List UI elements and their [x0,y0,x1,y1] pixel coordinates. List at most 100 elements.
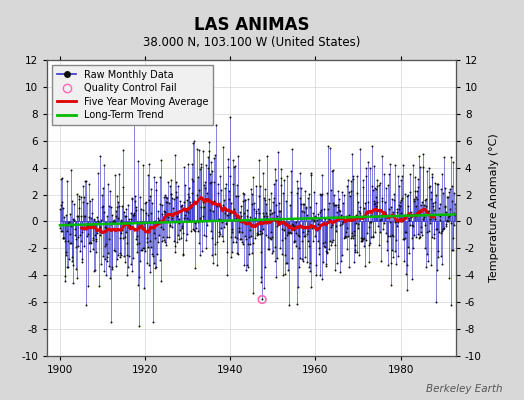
Point [315,250,323,257]
Point [274,218,282,225]
Point [230,164,238,170]
Point [257,274,266,281]
Point [249,290,257,296]
Point [442,218,451,224]
Point [447,220,455,226]
Point [433,226,442,232]
Point [209,208,217,214]
Point [281,271,289,277]
Point [179,252,187,258]
Point [288,255,296,261]
Point [293,185,302,192]
Point [224,212,233,218]
Point [124,221,132,227]
Point [140,200,149,206]
Point [100,161,108,168]
Point [327,187,335,193]
Point [340,192,348,198]
Point [320,216,329,222]
Point [146,269,154,275]
Point [168,214,176,221]
Point [239,210,248,216]
Point [283,230,292,236]
Point [346,193,354,200]
Point [176,198,184,205]
Point [416,163,424,170]
Point [316,191,324,197]
Point [352,220,360,226]
Point [357,234,365,241]
Point [282,220,290,226]
Point [301,188,309,194]
Point [194,218,202,225]
Point [142,199,150,205]
Point [180,164,189,170]
Point [198,248,206,254]
Point [182,215,191,222]
Point [417,229,425,236]
Point [170,152,179,158]
Point [255,157,263,163]
Point [269,198,277,205]
Point [372,186,380,192]
Point [129,212,137,218]
Point [161,192,169,198]
Point [217,205,226,212]
Point [149,253,157,260]
Point [330,202,338,208]
Point [287,189,295,195]
Point [283,172,291,179]
Point [439,226,447,232]
Point [110,247,118,254]
Point [303,194,312,201]
Point [251,214,259,221]
Point [57,176,65,182]
Point [424,184,433,190]
Point [395,202,403,209]
Point [239,241,247,248]
Point [162,199,170,206]
Point [84,283,92,289]
Point [345,264,353,270]
Point [57,228,66,234]
Point [305,243,313,249]
Point [247,233,255,239]
Point [174,216,183,222]
Point [85,240,94,246]
Point [341,234,349,240]
Point [71,226,79,232]
Point [313,227,321,233]
Point [205,148,213,154]
Point [64,238,73,244]
Point [428,233,436,240]
Point [332,202,341,208]
Point [289,223,297,229]
Point [444,194,452,200]
Point [151,179,160,186]
Point [96,217,105,223]
Point [403,193,411,199]
Point [209,260,217,266]
Point [207,179,215,186]
Point [137,247,145,253]
Point [173,210,182,216]
Point [296,194,304,201]
Point [171,179,180,185]
Point [407,214,415,221]
Point [450,190,458,196]
Point [351,246,359,253]
Point [348,232,356,239]
Point [331,228,340,234]
Point [410,232,418,238]
Point [221,206,229,213]
Point [388,247,396,253]
Point [386,161,395,167]
Point [65,256,73,262]
Point [145,197,153,203]
Point [298,238,306,244]
Point [189,226,197,232]
Point [266,235,274,241]
Point [345,212,354,218]
Legend: Raw Monthly Data, Quality Control Fail, Five Year Moving Average, Long-Term Tren: Raw Monthly Data, Quality Control Fail, … [52,65,213,125]
Point [148,200,156,207]
